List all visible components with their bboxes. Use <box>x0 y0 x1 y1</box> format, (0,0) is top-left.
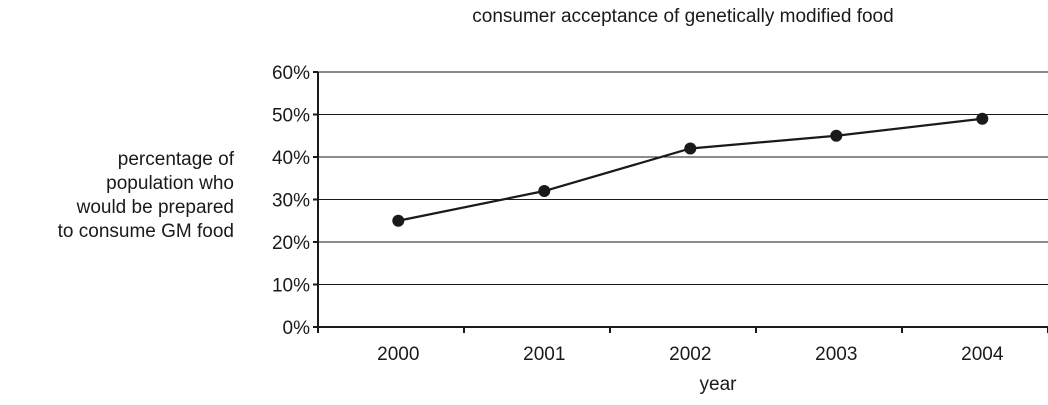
y-axis-label-line-3: would be prepared <box>76 197 234 218</box>
data-point-2004 <box>976 112 989 125</box>
y-tick-label-0: 0% <box>283 318 311 339</box>
x-tick-label-2003: 2003 <box>815 344 857 365</box>
series-line-0 <box>398 117 983 222</box>
x-tick-label-2000: 2000 <box>377 344 419 365</box>
y-axis-label-line-1: percentage of <box>117 149 234 170</box>
y-tick-label-20: 20% <box>272 233 310 254</box>
y-axis-label-line-4: to consume GM food <box>57 221 234 242</box>
chart-title: consumer acceptance of genetically modif… <box>472 6 894 27</box>
data-point-2002 <box>684 142 697 155</box>
x-tick-label-2002: 2002 <box>669 344 711 365</box>
y-tick-label-10: 10% <box>272 276 310 297</box>
y-tick-label-50: 50% <box>272 106 310 127</box>
x-tick-label-2001: 2001 <box>523 344 565 365</box>
data-point-2001 <box>538 185 551 197</box>
x-tick-label-2004: 2004 <box>961 344 1004 365</box>
data-point-2000 <box>392 214 405 227</box>
y-axis-label: percentage of population who would be pr… <box>0 148 234 244</box>
data-point-2003 <box>830 129 843 142</box>
y-tick-label-60: 60% <box>272 63 310 84</box>
y-axis-label-line-2: population who <box>106 173 234 194</box>
y-tick-label-40: 40% <box>272 148 310 169</box>
y-tick-label-30: 30% <box>272 191 310 212</box>
x-axis-label: year <box>699 374 737 395</box>
